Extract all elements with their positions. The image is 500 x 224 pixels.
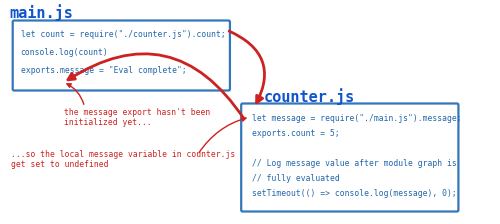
Text: console.log(count): console.log(count) [20, 48, 108, 57]
Text: counter.js: counter.js [264, 88, 354, 105]
Text: ...so the local message variable in counter.js: ...so the local message variable in coun… [12, 150, 235, 159]
Text: // Log message value after module graph is: // Log message value after module graph … [252, 159, 457, 168]
Text: get set to undefined: get set to undefined [12, 160, 109, 169]
Text: let count = require("./counter.js").count;: let count = require("./counter.js").coun… [20, 30, 226, 39]
Text: main.js: main.js [10, 4, 74, 21]
Text: exports.count = 5;: exports.count = 5; [252, 129, 340, 138]
FancyBboxPatch shape [241, 103, 458, 211]
Text: setTimeout(() => console.log(message), 0);: setTimeout(() => console.log(message), 0… [252, 189, 457, 198]
Text: exports.message = "Eval complete";: exports.message = "Eval complete"; [20, 66, 186, 75]
Text: let message = require("./main.js").message;: let message = require("./main.js").messa… [252, 114, 462, 123]
Text: // fully evaluated: // fully evaluated [252, 174, 340, 183]
FancyBboxPatch shape [12, 21, 230, 90]
Text: the message export hasn't been: the message export hasn't been [64, 108, 210, 117]
Text: initialized yet...: initialized yet... [64, 118, 152, 127]
